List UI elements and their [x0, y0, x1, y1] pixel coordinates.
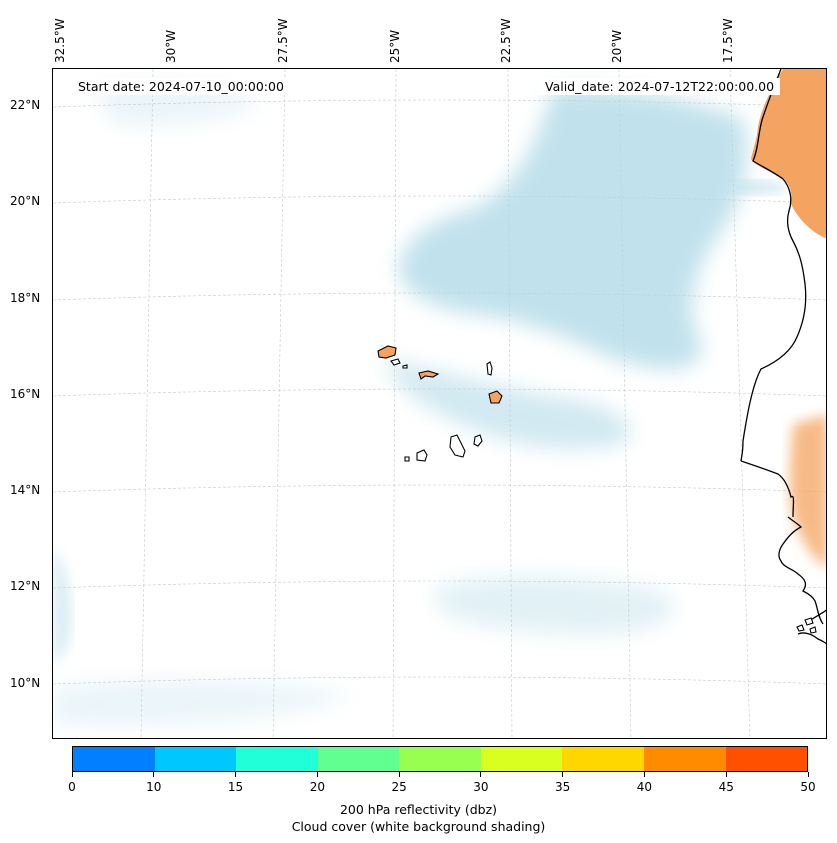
colorbar-segment-8 [725, 747, 808, 771]
meridian-25w [392, 69, 397, 738]
colorbar-tick-label-25: 25 [391, 780, 407, 794]
colorbar-tick-5 [480, 772, 482, 777]
colorbar-segment-6 [562, 747, 644, 771]
colorbar-tick-label-40: 40 [636, 780, 653, 794]
cloud-band-south [383, 359, 631, 449]
start-date-label: Start date: 2024-07-10_00:00:00 [72, 78, 290, 95]
parallel-12n [53, 580, 826, 589]
colorbar-tick-label-10: 10 [146, 780, 162, 794]
colorbar-tick-2 [235, 772, 237, 777]
lat-label-18n: 18°N [10, 291, 41, 305]
colorbar-sublabel: Cloud cover (white background shading) [291, 819, 546, 834]
lon-label-30w: 30°W [164, 29, 178, 63]
island-sao-nicolau [418, 370, 440, 380]
guinea-bissau-islands [796, 617, 817, 634]
cloud-cover [53, 83, 788, 726]
coast-senegal [740, 460, 795, 518]
cloud-main-band [398, 88, 747, 369]
coast-western-sahara-mauritania [740, 69, 807, 462]
africa-north-coast-fill [751, 69, 826, 239]
colorbar-segment-0 [73, 747, 155, 771]
colorbar-segment-3 [317, 747, 400, 771]
lon-label-17-5w: 17.5°W [721, 18, 735, 63]
colorbar-segment-2 [236, 747, 318, 771]
colorbar-tick-label-50: 50 [800, 780, 816, 794]
island-bijagos-1 [804, 617, 814, 626]
colorbar-label: 200 hPa reflectivity (dbz) [339, 802, 498, 817]
island-sal [486, 361, 493, 376]
coast-guinea-islands [797, 632, 826, 645]
colorbar-segment-5 [480, 747, 563, 771]
colorbar-tick-7 [643, 772, 645, 777]
island-bijagos-2 [796, 624, 805, 632]
land-shading [751, 69, 826, 568]
island-brava [404, 456, 410, 462]
colorbar-tick-3 [316, 772, 318, 777]
island-santiago [449, 434, 466, 458]
parallel-20n [53, 195, 826, 204]
reflectivity-colorbar [72, 746, 808, 772]
island-maio [473, 434, 483, 447]
cape-verde-islands [377, 345, 503, 462]
colorbar-segment-4 [399, 747, 481, 771]
colorbar-tick-1 [153, 772, 155, 777]
cloud-band-lower [433, 575, 674, 635]
lat-label-16n: 16°N [10, 387, 41, 401]
colorbar-tick-0 [71, 772, 73, 777]
lat-label-10n: 10°N [10, 676, 41, 690]
colorbar-tick-label-15: 15 [227, 780, 244, 794]
meridian-30w [140, 69, 154, 738]
lon-label-22-5w: 22.5°W [499, 18, 513, 63]
africa-south-fill [789, 414, 826, 568]
cloud-east-patch [733, 181, 788, 194]
island-santa-luzia [402, 364, 408, 369]
colorbar-tick-label-20: 20 [309, 780, 325, 794]
colorbar-tick-label-35: 35 [555, 780, 571, 794]
coast-gambia-guinea [778, 516, 824, 625]
cloud-far-south [53, 679, 353, 726]
colorbar-segment-7 [643, 747, 726, 771]
lat-label-22n: 22°N [10, 98, 41, 112]
colorbar-tick-4 [398, 772, 400, 777]
island-fogo [416, 449, 428, 462]
lon-label-20w: 20°W [610, 29, 624, 63]
lat-label-20n: 20°N [10, 194, 41, 208]
colorbar-tick-label-30: 30 [473, 780, 489, 794]
colorbar-segment-1 [154, 747, 237, 771]
colorbar-tick-label-0: 0 [68, 780, 76, 794]
lat-label-14n: 14°N [10, 483, 41, 497]
island-santo-antao [377, 345, 397, 359]
valid-date-label: Valid_date: 2024-07-12T22:00:00.00 [539, 78, 781, 95]
map-canvas [53, 69, 826, 738]
meridian-27-5w [272, 69, 286, 738]
island-boa-vista [488, 390, 503, 404]
island-sao-vicente [390, 358, 401, 366]
cloud-west-edge [53, 549, 72, 664]
lon-label-32-5w: 32.5°W [53, 18, 67, 63]
colorbar-tick-label-45: 45 [718, 780, 734, 794]
lon-label-25w: 25°W [388, 29, 402, 63]
colorbar-tick-8 [725, 772, 727, 777]
island-bijagos-3 [809, 626, 817, 634]
colorbar-tick-6 [562, 772, 564, 777]
lon-label-27-5w: 27.5°W [276, 18, 290, 63]
parallel-14n [53, 484, 826, 493]
colorbar-tick-9 [807, 772, 809, 777]
map-panel[interactable] [52, 68, 827, 739]
lat-label-12n: 12°N [10, 579, 41, 593]
